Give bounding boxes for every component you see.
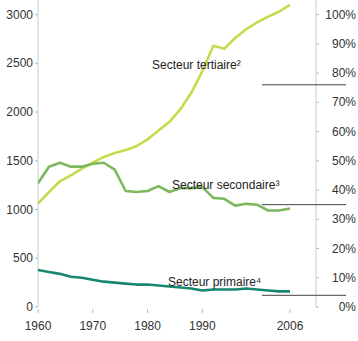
y2-tick — [316, 248, 319, 249]
y2-tick — [316, 131, 319, 132]
y2-tick — [316, 219, 319, 220]
y-tick-label: 0 — [26, 300, 33, 314]
y-tick — [35, 209, 38, 210]
x-tick-label: 1970 — [79, 319, 106, 333]
y2-tick-label: 10% — [332, 271, 356, 285]
y-tick-label: 2500 — [6, 56, 33, 70]
series-label: Secteur primaire⁴ — [168, 275, 261, 289]
x-tick — [92, 309, 93, 313]
chart: 0 500 1000 1500 2000 2500 3000 0% 10% 20% 30% 40% 50… — [0, 0, 358, 341]
series-line — [38, 163, 290, 211]
y-tick — [35, 63, 38, 64]
y2-tick-label: 40% — [332, 183, 356, 197]
y-axis-line — [38, 0, 39, 307]
y2-tick — [316, 14, 319, 15]
y-tick — [35, 258, 38, 259]
y2-tick — [316, 307, 319, 308]
y-tick — [35, 307, 38, 308]
y2-tick — [316, 277, 319, 278]
x-tick-label: 2006 — [277, 319, 304, 333]
plot-area — [38, 5, 290, 292]
y2-tick-label: 80% — [332, 66, 356, 80]
share-line — [262, 295, 346, 296]
series-label: Secteur secondaire³ — [172, 178, 279, 192]
y2-tick-label: 0% — [339, 300, 357, 314]
share-line — [262, 204, 346, 205]
y2-tick-label: 70% — [332, 95, 356, 109]
y2-tick-label: 60% — [332, 125, 356, 139]
y-tick-label: 2000 — [6, 105, 33, 119]
y2-axis-line — [316, 0, 317, 307]
y-tick — [35, 14, 38, 15]
x-tick-label: 1980 — [134, 319, 161, 333]
y-tick-label: 1500 — [6, 154, 33, 168]
y-tick — [35, 112, 38, 113]
y2-tick — [316, 160, 319, 161]
series-line — [38, 270, 290, 291]
y2-tick-label: 100% — [325, 8, 356, 22]
y-tick-label: 3000 — [6, 8, 33, 22]
x-tick — [147, 309, 148, 313]
x-tick — [202, 309, 203, 313]
y-tick-label: 1000 — [6, 203, 33, 217]
y2-tick — [316, 73, 319, 74]
x-tick — [38, 309, 39, 313]
y2-tick-label: 90% — [332, 37, 356, 51]
y2-tick — [316, 190, 319, 191]
y-tick — [35, 160, 38, 161]
x-tick-label: 1990 — [189, 319, 216, 333]
series-label: Secteur tertiaire² — [152, 58, 241, 72]
y2-tick-label: 20% — [332, 242, 356, 256]
y-tick-label: 500 — [13, 251, 33, 265]
share-line — [262, 84, 346, 85]
y2-tick-label: 50% — [332, 154, 356, 168]
y2-tick — [316, 43, 319, 44]
x-tick-label: 1960 — [25, 319, 52, 333]
y2-tick — [316, 102, 319, 103]
x-tick — [290, 309, 291, 313]
y2-tick-label: 30% — [332, 212, 356, 226]
series-line — [38, 5, 290, 204]
